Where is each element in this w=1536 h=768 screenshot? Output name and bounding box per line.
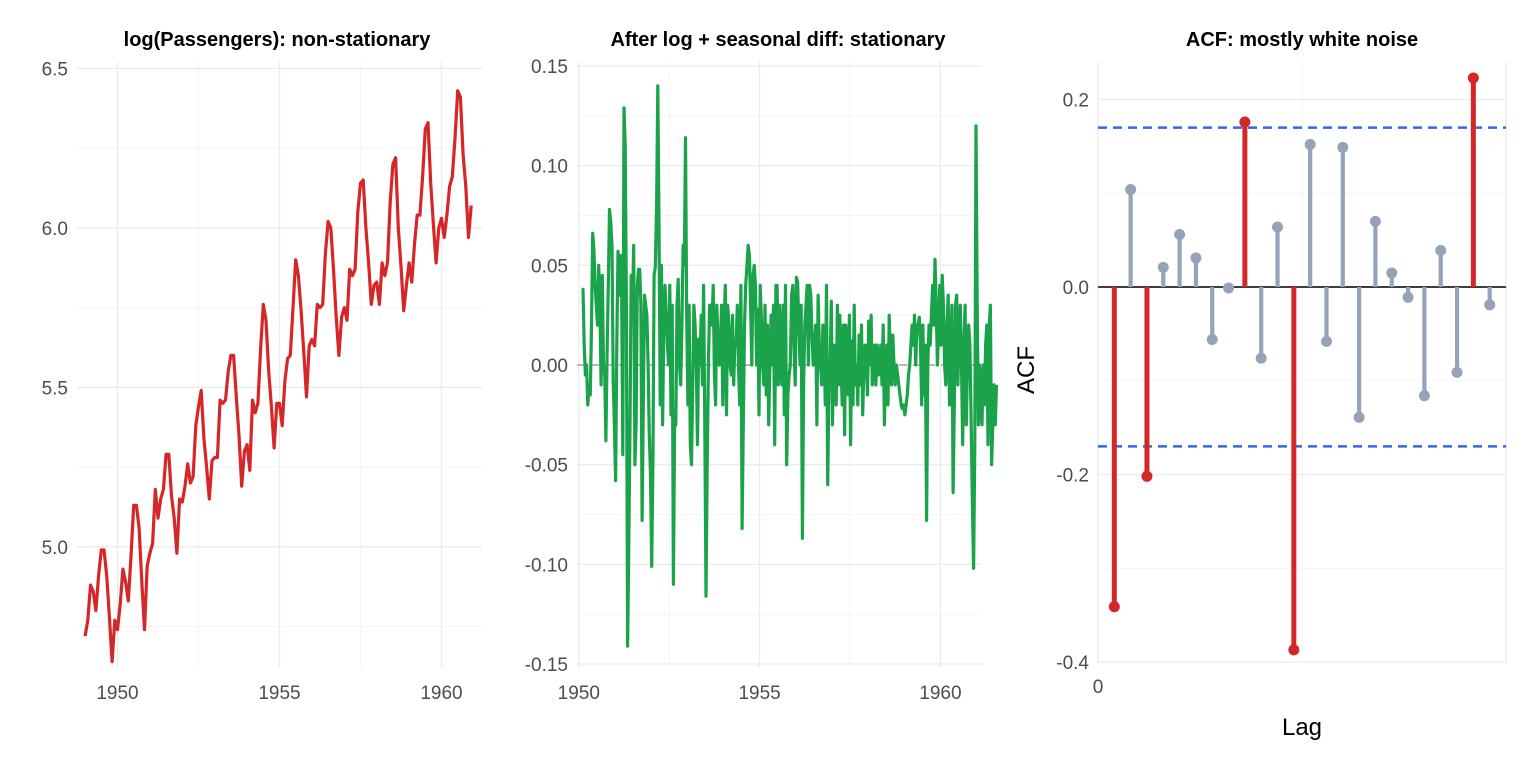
acf-point-lag-15 <box>1337 141 1349 153</box>
panel2-y-tick-label: -0.05 <box>525 456 568 477</box>
panel2-y-tick-label: 0.10 <box>531 157 568 178</box>
panel1-y-tick-label: 6.0 <box>42 219 68 240</box>
acf-point-lag-21 <box>1435 244 1447 256</box>
acf-point-lag-18 <box>1386 267 1398 279</box>
panel3-title: ACF: mostly white noise <box>1186 29 1418 51</box>
panel1-title: log(Passengers): non-stationary <box>124 29 432 51</box>
panel3-y-axis-title: ACF <box>1013 346 1040 394</box>
acf-point-lag-16 <box>1353 411 1365 423</box>
series-line-log-passengers <box>83 89 473 664</box>
acf-point-lag-8 <box>1223 282 1235 294</box>
panel3-y-tick-label: 0.0 <box>1063 278 1089 299</box>
panel2-y-tick-label: 0.05 <box>531 256 568 277</box>
acf-point-lag-13 <box>1304 139 1316 150</box>
panel-log-passengers: log(Passengers): non-stationary 1950 1955… <box>42 29 482 704</box>
panel1-x-tick-label: 1955 <box>258 683 300 704</box>
acf-point-lag-24 <box>1484 299 1496 311</box>
acf-point-lag-22 <box>1451 366 1463 378</box>
acf-point-lag-19 <box>1402 291 1414 303</box>
panel3-tick-labels: 0-0.4 -0.2 0.0 0.2 <box>1056 91 1103 699</box>
panel1-y-tick-label: 5.5 <box>42 378 68 399</box>
acf-point-lag-3 <box>1141 470 1153 482</box>
panel2-y-tick-label: 0.15 <box>531 57 568 78</box>
acf-point-lag-23 <box>1467 72 1479 84</box>
acf-point-lag-1 <box>1108 601 1120 613</box>
panel1-x-tick-label: 1950 <box>96 683 138 704</box>
panel3-confidence-bounds <box>1098 126 1506 448</box>
panel-acf: ACF: mostly white noise 0-0.4-0.20.00.2 … <box>1013 29 1507 741</box>
panel3-stems <box>1108 72 1496 656</box>
panel2-x-tick-label: 1955 <box>738 683 780 704</box>
acf-point-lag-17 <box>1369 215 1381 227</box>
acf-point-lag-20 <box>1418 390 1430 402</box>
panel3-grid <box>1097 62 1507 663</box>
panel2-x-tick-label: 1950 <box>558 683 600 704</box>
acf-point-lag-5 <box>1174 229 1186 240</box>
acf-point-lag-14 <box>1320 335 1332 347</box>
acf-point-lag-7 <box>1206 334 1218 345</box>
panel1-y-tick-label: 6.5 <box>42 59 68 80</box>
panel1-x-tick-label: 1960 <box>420 683 462 704</box>
panel1-grid <box>77 62 482 668</box>
panel3-x-tick-label: 0 <box>1093 677 1104 698</box>
panel1-y-tick-label: 5.0 <box>42 538 68 559</box>
panel2-y-tick-label: 0.00 <box>531 356 568 377</box>
acf-point-lag-10 <box>1255 352 1267 364</box>
panel2-title: After log + seasonal diff: stationary <box>610 29 946 51</box>
acf-point-lag-4 <box>1157 261 1169 273</box>
acf-point-lag-6 <box>1190 252 1202 264</box>
panel1-series <box>83 89 473 664</box>
panel2-series <box>581 84 999 648</box>
panel2-y-tick-label: -0.10 <box>525 555 568 576</box>
series-line-seasonal-diff <box>581 84 999 648</box>
panel3-y-tick-label: 0.2 <box>1063 91 1089 112</box>
panel1-tick-labels: 1950 1955 1960 5.0 5.5 6.0 6.5 <box>42 59 463 704</box>
panel-seasonal-diff: After log + seasonal diff: stationary 19… <box>525 29 999 704</box>
panel3-y-tick-label: -0.2 <box>1056 466 1089 487</box>
panel2-x-tick-label: 1960 <box>919 683 961 704</box>
panel3-x-axis-title: Lag <box>1282 714 1322 741</box>
panel2-tick-labels: 1950 1955 1960 -0.15 -0.10 -0.05 0.00 0.05 0.10 0… <box>525 57 962 704</box>
acf-point-lag-12 <box>1288 644 1300 656</box>
acf-point-lag-9 <box>1239 116 1251 128</box>
panel3-y-tick-label: -0.4 <box>1056 653 1089 674</box>
acf-point-lag-2 <box>1125 184 1137 195</box>
acf-point-lag-11 <box>1272 221 1284 233</box>
panel2-y-tick-label: -0.15 <box>525 655 568 676</box>
